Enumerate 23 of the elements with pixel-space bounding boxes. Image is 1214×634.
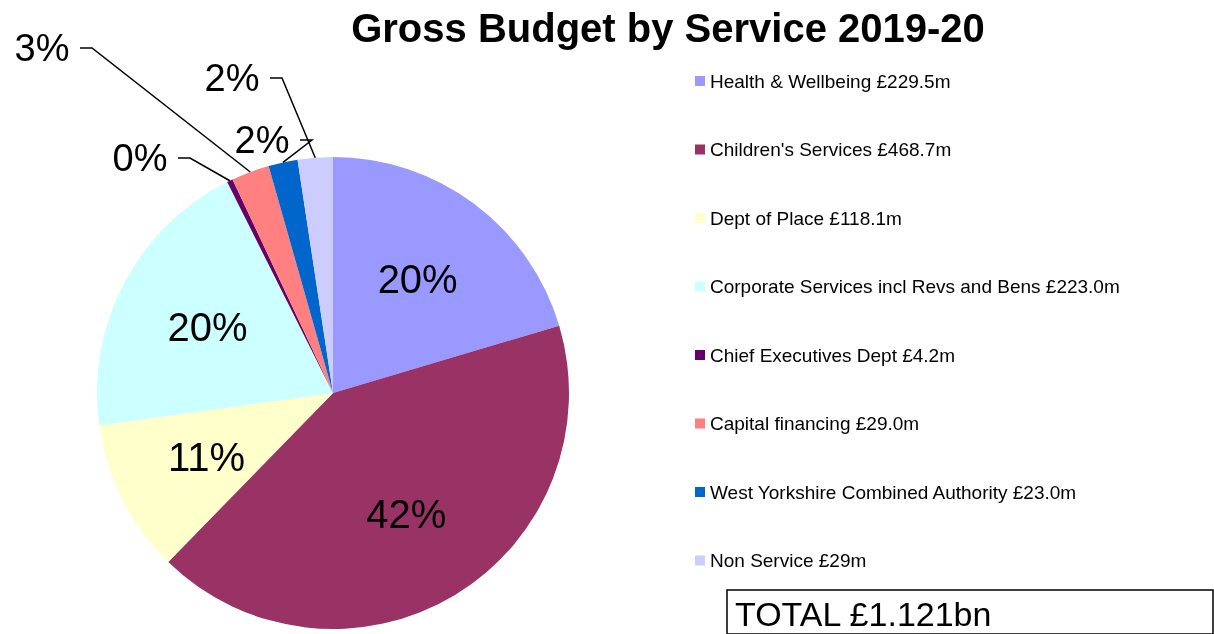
- legend-label: Capital financing £29.0m: [710, 413, 920, 434]
- pie-slice: [297, 157, 333, 393]
- legend-label: Chief Executives Dept £4.2m: [710, 344, 956, 366]
- pie-slice: [99, 393, 333, 562]
- legend-label: West Yorkshire Combined Authority £23.0m: [710, 481, 1077, 503]
- pie-slice: [333, 157, 560, 393]
- data-label: 2%: [234, 119, 290, 161]
- data-label: 3%: [14, 27, 70, 69]
- legend-label: Children's Services £468.7m: [710, 139, 952, 160]
- data-label: 11%: [168, 434, 246, 479]
- legend-label: Non Service £29m: [710, 550, 867, 571]
- text: TOTAL £1.121bn: [735, 595, 992, 633]
- pie-slice: [268, 159, 333, 393]
- legend-label: Corporate Services incl Revs and Bens £223.0m: [710, 276, 1120, 297]
- chart-title: Gross Budget by Service 2019-20: [351, 6, 985, 50]
- pie-slice: [97, 182, 333, 426]
- data-label: 0%: [112, 137, 168, 179]
- legend-label: Dept of Place £118.1m: [710, 207, 902, 229]
- data-label: 20%: [377, 257, 458, 302]
- legend-label: Health & Wellbeing £229.5m: [710, 70, 951, 92]
- data-label: 20%: [167, 305, 248, 350]
- data-label: 2%: [204, 57, 260, 99]
- data-label: 42%: [366, 492, 447, 537]
